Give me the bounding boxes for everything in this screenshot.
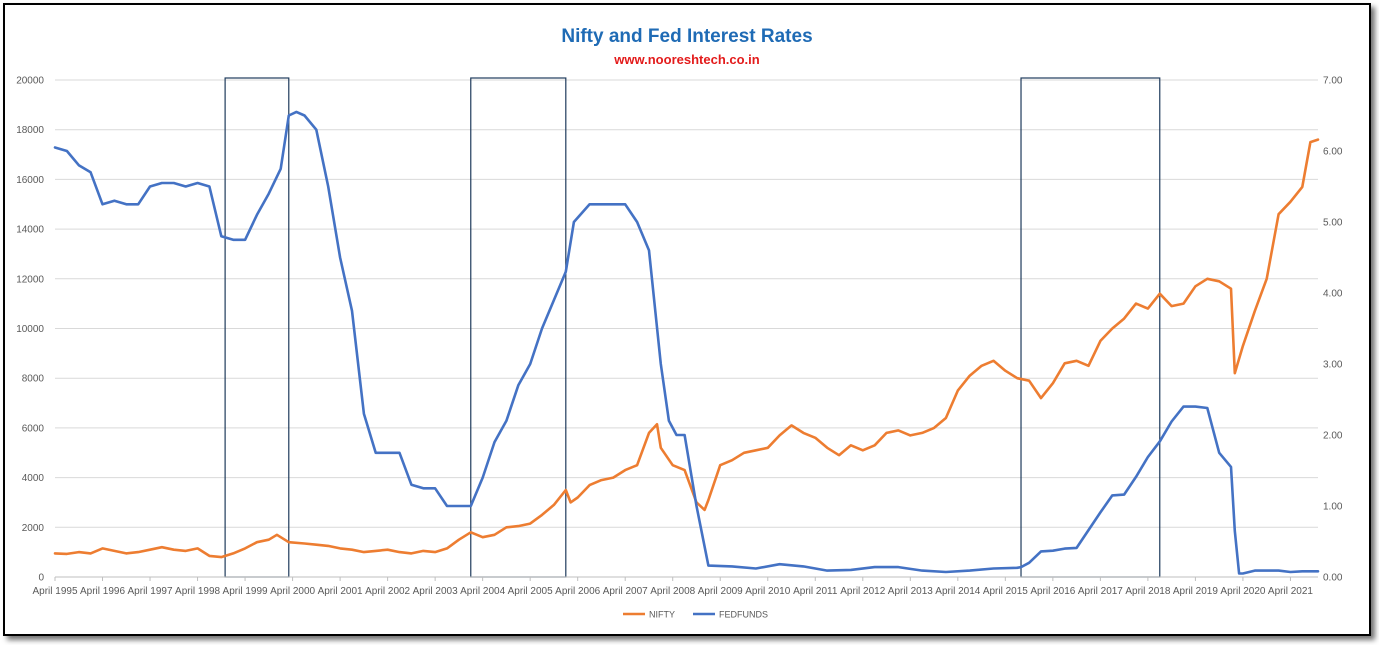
x-tick-label: April 2006: [555, 586, 600, 597]
y-left-tick-label: 6000: [22, 423, 45, 434]
highlight-boxes: [224, 77, 1161, 578]
y-left-tick-label: 10000: [16, 324, 44, 335]
x-tick-label: April 2016: [1030, 586, 1075, 597]
y-left-tick-label: 0: [38, 573, 44, 584]
y-left-tick-label: 18000: [16, 125, 44, 136]
legend: NIFTY FEDFUNDS: [623, 610, 768, 620]
highlight-box: [224, 77, 290, 578]
x-tick-label: April 1998: [175, 586, 220, 597]
x-tick-label: April 2008: [650, 586, 695, 597]
y-right-tick-label: 0.00: [1323, 573, 1343, 584]
x-tick-label: April 2002: [365, 586, 410, 597]
y-right-tick-label: 1.00: [1323, 502, 1343, 513]
highlight-box: [1020, 77, 1161, 578]
series-lines: [53, 110, 1320, 575]
y-left-tick-label: 8000: [22, 374, 45, 385]
series-line-nifty: [53, 138, 1320, 559]
y-left-tick-label: 4000: [22, 473, 45, 484]
x-tick-label: April 2011: [793, 586, 838, 597]
y-right-tick-label: 5.00: [1323, 218, 1343, 229]
chart-subtitle: www.nooreshtech.co.in: [614, 52, 760, 67]
x-tick-label: April 2009: [698, 586, 743, 597]
x-tick-label: April 1997: [128, 586, 173, 597]
x-tick-label: April 1995: [32, 586, 77, 597]
x-tick-label: April 2001: [318, 586, 363, 597]
y-right-axis: 0.00 1.00 2.00 3.00 4.00 5.00 6.00 7.00: [1323, 76, 1343, 584]
x-tick-label: April 2005: [508, 586, 553, 597]
x-tick-label: April 2021: [1268, 586, 1313, 597]
x-tick-label: April 2004: [460, 586, 505, 597]
y-right-tick-label: 3.00: [1323, 360, 1343, 371]
legend-label-nifty: NIFTY: [649, 610, 675, 620]
y-right-tick-label: 7.00: [1323, 76, 1343, 87]
chart-frame: Nifty and Fed Interest Rates www.nooresh…: [3, 3, 1371, 636]
x-tick-label: April 2019: [1173, 586, 1218, 597]
y-left-axis: 0 2000 4000 6000 8000 10000 12000 14000 16000 180…: [16, 76, 44, 584]
y-right-tick-label: 6.00: [1323, 147, 1343, 158]
x-tick-label: April 2015: [983, 586, 1028, 597]
x-tick-label: April 2020: [1220, 586, 1265, 597]
x-tick-label: April 2014: [935, 586, 980, 597]
x-tick-label: April 2003: [413, 586, 458, 597]
x-tick-label: April 2012: [840, 586, 885, 597]
x-tick-label: April 2017: [1078, 586, 1123, 597]
x-tick-label: April 2013: [888, 586, 933, 597]
x-tick-label: April 2007: [603, 586, 648, 597]
y-right-tick-label: 2.00: [1323, 431, 1343, 442]
y-left-tick-label: 16000: [16, 175, 44, 186]
y-right-tick-label: 4.00: [1323, 289, 1343, 300]
series-line-fedfunds: [53, 110, 1320, 575]
y-left-tick-label: 2000: [22, 523, 45, 534]
x-tick-label: April 2000: [270, 586, 315, 597]
x-tick-label: April 1996: [80, 586, 125, 597]
gridlines: [55, 79, 1318, 578]
x-tick-label: April 2018: [1125, 586, 1170, 597]
x-axis: April 1995 April 1996 April 1997 April 1998…: [32, 576, 1318, 597]
chart-title: Nifty and Fed Interest Rates: [561, 26, 813, 47]
x-tick-label: April 2010: [745, 586, 790, 597]
y-left-tick-label: 12000: [16, 274, 44, 285]
legend-label-fedfunds: FEDFUNDS: [719, 610, 768, 620]
x-tick-label: April 1999: [223, 586, 268, 597]
highlight-box: [470, 77, 567, 578]
y-left-tick-label: 20000: [16, 76, 44, 87]
y-left-tick-label: 14000: [16, 225, 44, 236]
